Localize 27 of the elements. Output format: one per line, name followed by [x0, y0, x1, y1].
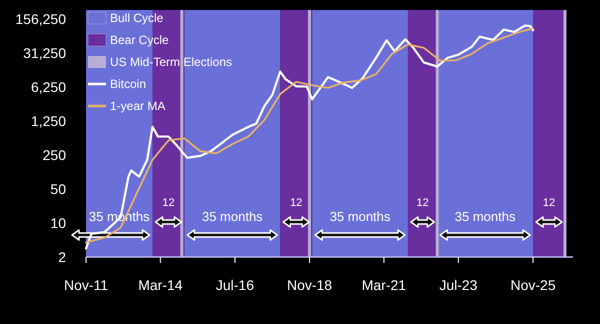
y-tick-label: 10: [50, 214, 66, 231]
y-tick-label: 6,250: [30, 78, 66, 95]
y-tick-label: 250: [42, 146, 66, 163]
annotation: 35 months: [202, 209, 264, 224]
x-tick-label: Jul-16: [216, 277, 254, 293]
band-label: Bear Cycle: [110, 33, 170, 48]
y-tick-label: 156,250: [15, 10, 66, 27]
x-tick-label: Mar-14: [138, 277, 183, 293]
x-tick-label: Jul-23: [439, 277, 478, 293]
ref-line-label: US Mid-Term Elections: [110, 55, 232, 70]
annotation: 35 months: [330, 209, 391, 224]
annotation: 35 months: [454, 209, 516, 224]
y-tick-label: 50: [50, 180, 66, 197]
band-label: Bull Cycle: [110, 11, 164, 26]
legend-label: Bitcoin: [110, 77, 146, 92]
x-tick-label: Nov-18: [286, 277, 332, 293]
annotation: 12: [416, 197, 429, 209]
y-tick-label: 2: [58, 248, 66, 265]
annotation: 12: [542, 197, 556, 209]
x-tick-label: Nov-11: [64, 277, 108, 293]
x-tick-label: Mar-21: [362, 277, 406, 293]
y-tick-label: 31,250: [23, 44, 66, 61]
annotation: 12: [162, 197, 175, 209]
legend-label: 1-year MA: [110, 99, 166, 114]
y-tick-label: 1,250: [30, 112, 66, 129]
x-tick-label: Nov-25: [510, 277, 556, 293]
annotation: 12: [290, 197, 302, 209]
